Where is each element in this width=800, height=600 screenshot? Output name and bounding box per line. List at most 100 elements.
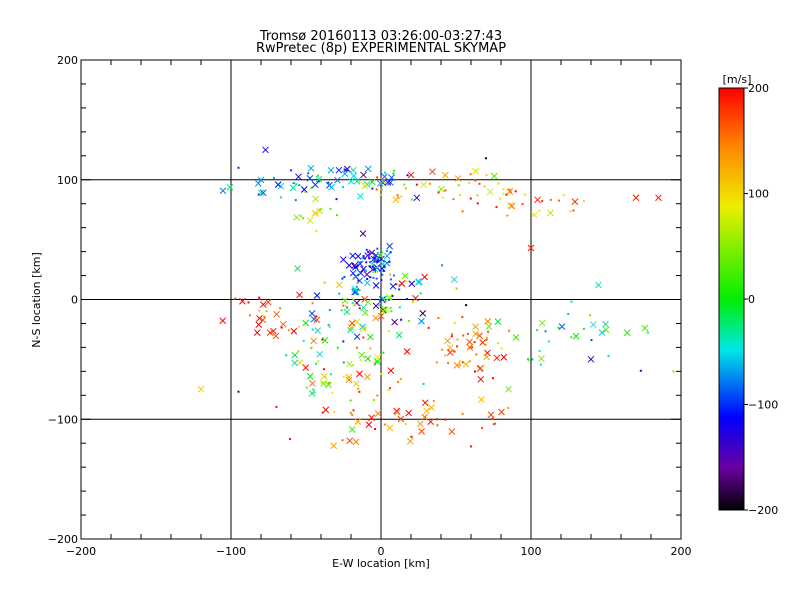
data-point xyxy=(444,337,451,345)
data-point xyxy=(308,389,316,397)
data-point xyxy=(358,351,366,359)
data-point xyxy=(265,310,268,313)
data-point xyxy=(372,263,375,266)
data-point xyxy=(334,176,341,184)
data-point xyxy=(365,261,368,264)
data-point xyxy=(602,320,609,328)
data-point xyxy=(343,275,346,278)
data-point xyxy=(365,248,368,251)
data-point xyxy=(413,194,421,202)
data-point xyxy=(458,364,461,367)
data-point xyxy=(333,411,336,414)
data-point xyxy=(387,298,390,301)
data-point xyxy=(469,173,472,176)
data-point xyxy=(358,390,361,393)
data-point xyxy=(294,265,301,272)
data-point xyxy=(389,306,392,309)
data-point xyxy=(321,337,329,344)
data-point xyxy=(349,252,357,260)
data-point xyxy=(298,294,301,297)
data-point xyxy=(291,351,299,359)
data-point xyxy=(248,314,251,317)
data-point xyxy=(462,360,470,368)
data-point xyxy=(497,182,500,185)
data-point xyxy=(496,342,499,345)
data-point xyxy=(359,323,367,331)
data-point xyxy=(672,370,675,373)
data-point xyxy=(506,188,514,195)
data-point xyxy=(472,330,480,338)
data-point xyxy=(341,170,349,178)
data-point xyxy=(376,247,379,250)
data-point xyxy=(485,343,488,346)
data-point xyxy=(498,197,501,200)
data-point xyxy=(527,358,530,361)
data-point xyxy=(474,179,477,182)
data-point xyxy=(352,298,355,301)
data-point xyxy=(538,209,541,212)
data-point xyxy=(364,373,371,381)
data-point xyxy=(385,249,388,252)
data-point xyxy=(289,184,297,192)
data-point xyxy=(505,385,512,393)
data-point xyxy=(366,277,369,280)
data-point xyxy=(358,307,361,310)
data-point xyxy=(297,350,300,353)
data-point xyxy=(197,385,205,393)
chart-subtitle: RwPretec (8p) EXPERIMENTAL SKYMAP xyxy=(256,41,506,56)
data-point xyxy=(376,251,384,259)
data-point xyxy=(571,198,579,206)
data-point xyxy=(507,407,510,410)
data-point xyxy=(219,317,227,325)
data-point xyxy=(368,257,371,260)
data-point xyxy=(321,338,324,341)
data-point xyxy=(372,270,375,273)
data-point xyxy=(392,172,395,175)
data-point xyxy=(258,309,261,312)
data-point xyxy=(335,198,338,201)
data-point xyxy=(421,273,428,281)
data-point xyxy=(461,316,464,319)
data-point xyxy=(562,194,565,197)
x-tick-label: 200 xyxy=(671,545,692,558)
data-point xyxy=(377,312,385,320)
data-point xyxy=(386,242,394,250)
data-point xyxy=(388,174,395,182)
data-point xyxy=(505,193,508,196)
data-point xyxy=(446,344,454,352)
data-point xyxy=(350,172,358,180)
data-point xyxy=(376,176,379,179)
data-point xyxy=(387,330,390,333)
data-point xyxy=(365,421,373,428)
data-point xyxy=(319,208,322,211)
data-point xyxy=(371,187,374,190)
data-point xyxy=(587,355,595,363)
data-point xyxy=(315,229,318,232)
data-point xyxy=(514,190,517,193)
data-point xyxy=(346,306,349,309)
colorbar-tick-label: 200 xyxy=(748,82,769,95)
data-point xyxy=(456,338,459,341)
data-point xyxy=(384,179,392,186)
data-point xyxy=(444,418,447,421)
data-point xyxy=(364,165,372,173)
data-point xyxy=(368,178,376,186)
data-point xyxy=(253,329,261,336)
data-point xyxy=(258,297,261,300)
data-point xyxy=(341,439,344,442)
data-point xyxy=(310,186,313,189)
data-point xyxy=(452,198,455,201)
data-point xyxy=(372,314,380,322)
data-point xyxy=(320,372,328,380)
data-point xyxy=(376,394,379,397)
data-point xyxy=(390,310,393,313)
data-point xyxy=(453,362,461,369)
data-point xyxy=(421,413,429,421)
data-point xyxy=(403,274,406,277)
data-point xyxy=(478,396,485,403)
data-point xyxy=(345,305,348,308)
data-point xyxy=(328,183,335,191)
data-point xyxy=(492,423,495,426)
data-point xyxy=(279,196,282,199)
colorbar xyxy=(718,87,745,511)
